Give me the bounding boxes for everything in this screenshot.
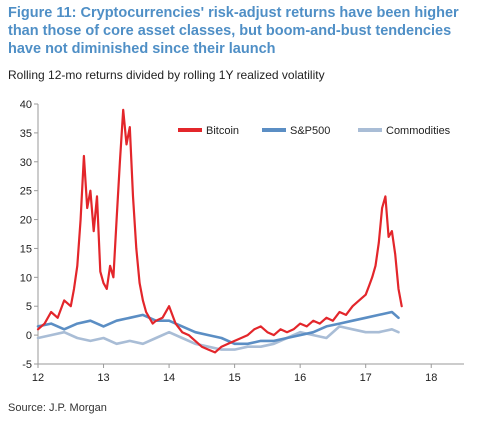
series-line-commodities [36, 325, 400, 351]
legend-label-sp500: S&P500 [290, 125, 330, 137]
y-tick-label: 25 [20, 186, 32, 198]
legend-label-bitcoin: Bitcoin [206, 125, 239, 137]
x-tick-label: 15 [228, 372, 240, 384]
x-tick-label: 13 [97, 372, 109, 384]
legend-label-commodities: Commodities [386, 125, 451, 137]
y-tick-label: 0 [26, 330, 32, 342]
y-tick-label: 15 [20, 243, 32, 255]
plot-area: -5 0 5 10 15 20 25 30 35 40 12 13 14 15 16 17 18 Bitcoin S… [20, 99, 464, 384]
series-line-bitcoin [36, 108, 403, 354]
source-note: Source: J.P. Morgan [8, 402, 107, 414]
x-tick-label: 12 [32, 372, 44, 384]
y-tick-label: -5 [22, 359, 32, 371]
x-tick-label: 14 [163, 372, 175, 384]
chart-subtitle: Rolling 12-mo returns divided by rolling… [8, 68, 325, 82]
y-tick-label: 20 [20, 215, 32, 227]
x-tick-label: 18 [425, 372, 437, 384]
x-tick-label: 16 [294, 372, 306, 384]
x-tick-label: 17 [360, 372, 372, 384]
y-tick-label: 10 [20, 272, 32, 284]
y-tick-label: 40 [20, 99, 32, 111]
y-tick-label: 5 [26, 301, 32, 313]
y-tick-label: 35 [20, 128, 32, 140]
figure-title: Figure 11: Cryptocurrencies' risk-adjust… [8, 5, 459, 57]
y-tick-label: 30 [20, 157, 32, 169]
series-line-sp500 [36, 310, 400, 346]
